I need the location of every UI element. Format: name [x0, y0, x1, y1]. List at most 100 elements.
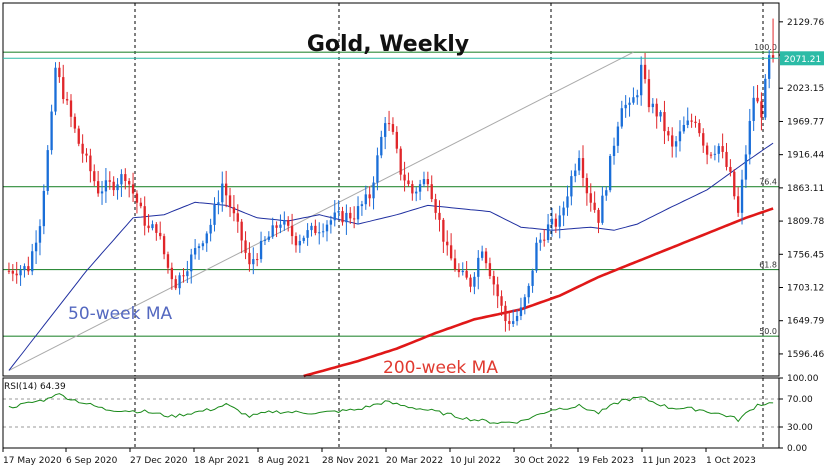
- candle: [492, 270, 495, 296]
- fib-level-label: 61.8: [759, 261, 777, 270]
- candle: [624, 95, 627, 118]
- candle: [283, 211, 286, 231]
- candle-body: [581, 158, 585, 178]
- candle-body: [108, 180, 111, 182]
- candle-body: [760, 101, 763, 118]
- candle-body: [232, 207, 236, 214]
- candle-body: [663, 112, 666, 132]
- candle: [314, 219, 317, 236]
- candle: [496, 276, 499, 309]
- candle: [112, 176, 115, 196]
- candle-body: [337, 211, 340, 213]
- candle-body: [407, 180, 410, 185]
- candle-body: [554, 218, 558, 227]
- candle-body: [197, 246, 201, 249]
- candle: [31, 243, 34, 276]
- candle-body: [674, 141, 678, 147]
- candle: [15, 261, 18, 284]
- price-tick-label: 1969.77: [787, 117, 824, 127]
- candle: [690, 113, 693, 128]
- candle-body: [182, 275, 185, 277]
- candle-body: [190, 254, 193, 272]
- candle-body: [38, 226, 42, 243]
- candle: [54, 62, 57, 116]
- candle-body: [310, 225, 313, 231]
- candle: [457, 263, 461, 278]
- candle: [329, 215, 333, 234]
- candle: [403, 161, 406, 192]
- candle: [426, 171, 430, 192]
- candle-body: [620, 108, 623, 127]
- candle: [182, 268, 185, 283]
- candle: [721, 133, 724, 159]
- candle-body: [271, 225, 274, 237]
- candle-body: [143, 206, 146, 226]
- candle: [240, 218, 243, 254]
- candle: [543, 228, 546, 247]
- candle: [387, 110, 391, 131]
- fib-level-label: 50.0: [759, 327, 777, 336]
- candle: [744, 145, 748, 188]
- candle-body: [290, 225, 294, 237]
- candle: [364, 185, 367, 210]
- rsi-tick-label: 0.00: [787, 444, 807, 454]
- candle: [628, 97, 631, 117]
- candle: [422, 171, 426, 188]
- candle: [11, 264, 14, 282]
- candle: [558, 205, 561, 239]
- candle: [228, 187, 232, 217]
- candle: [294, 232, 298, 253]
- candle-body: [50, 111, 53, 151]
- candle-body: [318, 232, 321, 234]
- current-price-tag: [780, 51, 824, 66]
- candle-body: [465, 270, 468, 278]
- candle: [480, 245, 484, 261]
- candle: [430, 175, 433, 203]
- candle-body: [558, 215, 561, 227]
- grid-layer: [134, 3, 764, 448]
- candle-body: [329, 220, 333, 225]
- candle-body: [461, 270, 464, 273]
- candle: [209, 218, 212, 242]
- candle: [178, 272, 181, 295]
- candle-body: [508, 321, 511, 324]
- candle-body: [81, 143, 84, 154]
- candle-body: [570, 176, 573, 197]
- candle: [577, 150, 581, 176]
- candle: [333, 200, 336, 227]
- price-tick-label: 1596.46: [787, 350, 824, 360]
- candle: [360, 200, 364, 216]
- candle: [271, 217, 274, 239]
- candle: [764, 74, 767, 121]
- candle-body: [399, 148, 402, 175]
- candle-body: [178, 275, 181, 289]
- candle: [473, 272, 476, 295]
- candle: [201, 240, 205, 251]
- candle-body: [201, 243, 205, 247]
- candle-body: [294, 236, 298, 246]
- candle: [256, 253, 259, 267]
- candle-body: [577, 158, 581, 171]
- candle-body: [492, 276, 495, 285]
- candle-body: [162, 236, 166, 255]
- candle-body: [341, 211, 344, 223]
- candle-body: [77, 128, 80, 144]
- candle: [290, 213, 294, 245]
- candle: [562, 201, 565, 227]
- ma50-line: [8, 142, 774, 371]
- candle-body: [574, 170, 577, 177]
- candle: [356, 196, 360, 225]
- candle: [589, 183, 592, 212]
- candle-body: [349, 212, 352, 219]
- candle-body: [147, 225, 150, 229]
- candle: [81, 134, 84, 163]
- candle-body: [275, 225, 278, 228]
- candle: [34, 230, 38, 264]
- price-tick-label: 1863.11: [787, 184, 824, 194]
- candle-body: [131, 184, 135, 194]
- candle-body: [166, 254, 170, 268]
- candle: [407, 172, 410, 187]
- candle: [752, 86, 755, 131]
- candle-body: [725, 151, 728, 167]
- x-tick-label: 17 May 2020: [3, 456, 62, 466]
